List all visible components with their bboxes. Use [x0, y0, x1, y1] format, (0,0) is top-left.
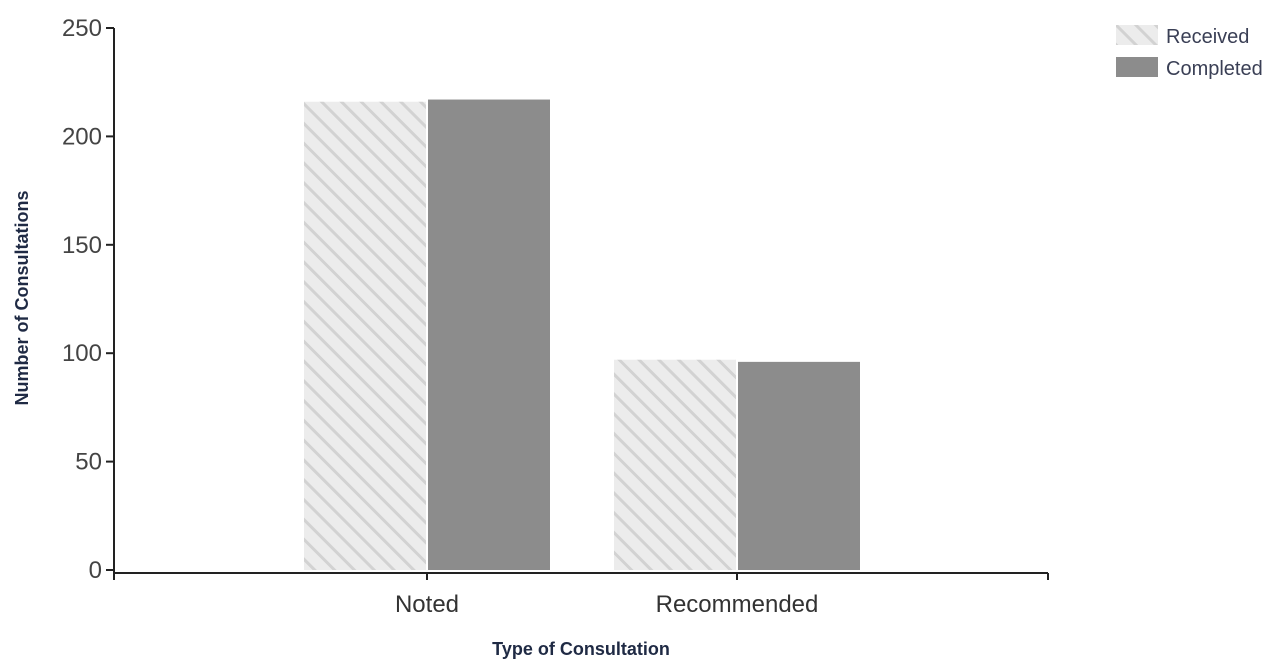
bar-completed-recommended	[738, 361, 860, 570]
x-category-label: Recommended	[656, 591, 819, 618]
x-category-label: Noted	[395, 591, 459, 618]
bar-completed-noted	[428, 99, 550, 570]
y-tick-label: 250	[62, 15, 102, 42]
y-axis-ticks: 0 50 100 150 200 250	[62, 15, 114, 584]
y-tick-label: 50	[75, 449, 102, 476]
y-tick-label: 150	[62, 232, 102, 259]
x-axis-title: Type of Consultation	[492, 639, 670, 659]
legend-swatch-completed	[1116, 57, 1158, 77]
legend-label-completed: Completed	[1166, 58, 1263, 80]
y-tick-label: 0	[89, 557, 102, 584]
bar-received-recommended	[614, 359, 736, 570]
y-tick-label: 100	[62, 340, 102, 367]
y-axis-title: Number of Consultations	[12, 191, 32, 406]
bar-received-noted	[304, 101, 426, 570]
legend-swatch-received	[1116, 25, 1158, 45]
y-tick-label: 200	[62, 123, 102, 150]
legend: Received Completed	[1116, 25, 1263, 80]
bars-group	[304, 99, 860, 570]
x-axis-categories: Noted Recommended	[395, 573, 818, 618]
legend-label-received: Received	[1166, 26, 1249, 48]
